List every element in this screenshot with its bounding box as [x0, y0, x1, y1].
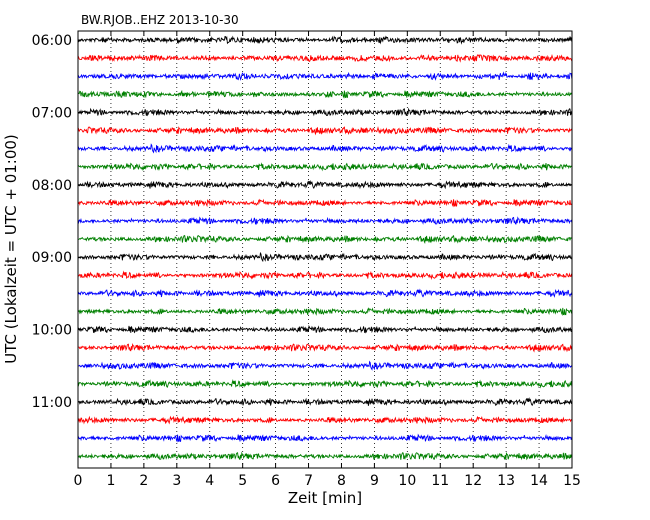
- x-tick-label-12: 12: [464, 473, 482, 489]
- plot-frame: [77, 30, 573, 469]
- trace-row-21: [77, 415, 572, 425]
- x-tick-label-11: 11: [431, 473, 449, 489]
- y-tick-label-1: 07:00: [32, 105, 72, 121]
- x-ticks: 0 1 2 3 4 5 6 7 8 9 10 11 12 13 14 15: [74, 31, 581, 489]
- trace-row-8: [77, 179, 573, 190]
- x-tick-label-1: 1: [106, 473, 115, 489]
- x-tick-label-13: 13: [497, 473, 515, 489]
- y-ticks: 06:00 07:00 08:00 09:00 10:00 11:00: [32, 33, 572, 411]
- trace-row-9: [77, 198, 573, 208]
- trace-row-10: [77, 216, 573, 226]
- trace-rows: [77, 35, 573, 461]
- trace-row-14: [77, 288, 573, 298]
- trace-row-3: [77, 89, 573, 99]
- x-tick-label-0: 0: [74, 473, 83, 489]
- chart-title: BW.RJOB..EHZ 2013-10-30: [81, 13, 239, 27]
- trace-row-22: [77, 433, 573, 443]
- x-tick-label-4: 4: [205, 473, 214, 489]
- x-tick-label-10: 10: [398, 473, 416, 489]
- trace-row-23: [77, 451, 573, 461]
- x-tick-label-7: 7: [304, 473, 313, 489]
- x-tick-label-3: 3: [172, 473, 181, 489]
- y-tick-label-3: 09:00: [32, 250, 72, 266]
- trace-row-16: [77, 324, 572, 334]
- trace-row-0: [77, 35, 573, 45]
- y-axis-label: UTC (Lokalzeit = UTC + 01:00): [2, 134, 20, 364]
- x-tick-label-8: 8: [337, 473, 346, 489]
- trace-row-5: [77, 126, 573, 136]
- x-tick-label-9: 9: [370, 473, 379, 489]
- trace-row-11: [77, 234, 573, 244]
- x-tick-label-2: 2: [139, 473, 148, 489]
- trace-row-6: [77, 143, 573, 154]
- trace-row-4: [77, 107, 573, 117]
- trace-row-15: [77, 307, 573, 316]
- x-tick-label-5: 5: [238, 473, 247, 489]
- y-tick-label-4: 10:00: [32, 323, 72, 339]
- trace-row-13: [77, 270, 573, 280]
- y-tick-label-2: 08:00: [32, 178, 72, 194]
- trace-row-2: [77, 71, 573, 81]
- x-tick-label-6: 6: [271, 473, 280, 489]
- x-axis-label: Zeit [min]: [288, 489, 362, 507]
- trace-row-19: [77, 379, 573, 389]
- x-tick-label-15: 15: [563, 473, 581, 489]
- y-tick-label-5: 11:00: [32, 395, 72, 411]
- trace-row-17: [77, 342, 573, 353]
- trace-row-18: [77, 360, 573, 371]
- x-tick-label-14: 14: [530, 473, 548, 489]
- trace-row-1: [77, 53, 573, 63]
- trace-row-12: [77, 251, 572, 263]
- trace-row-7: [77, 162, 572, 172]
- grid-lines: [110, 31, 540, 468]
- y-tick-label-0: 06:00: [32, 33, 72, 49]
- trace-row-20: [77, 397, 573, 407]
